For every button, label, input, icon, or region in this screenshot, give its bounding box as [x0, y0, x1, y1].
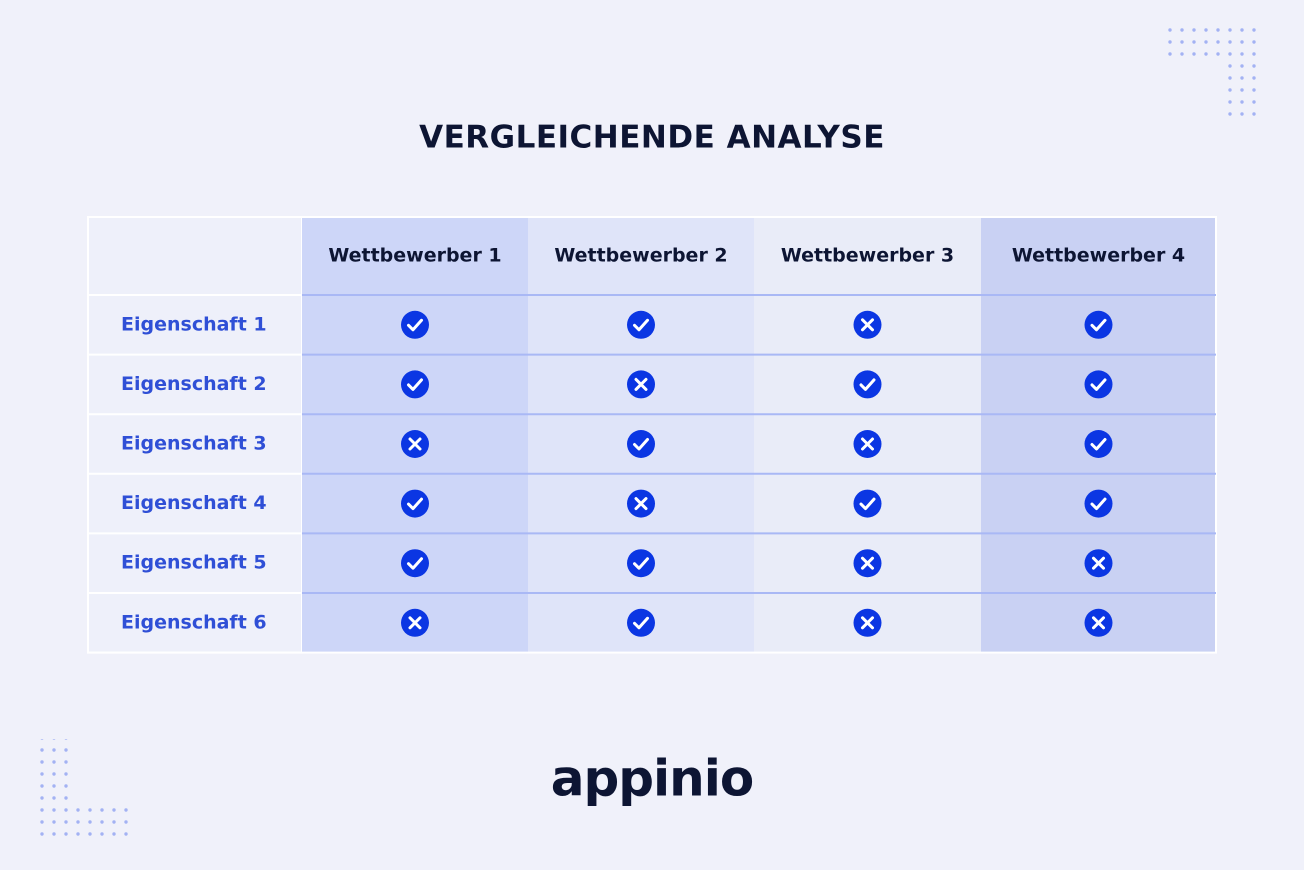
cross-icon: [1084, 608, 1113, 637]
check-icon: [1084, 489, 1113, 518]
icon-circle: [401, 489, 429, 518]
row-label: Eigenschaft 6: [121, 611, 267, 633]
row-label: Eigenschaft 3: [121, 433, 267, 455]
icon-glyph: [407, 318, 423, 332]
check-icon: [853, 489, 882, 518]
icon-glyph: [408, 437, 422, 451]
icon-glyph: [633, 318, 649, 332]
row-label: Eigenschaft 2: [121, 373, 267, 395]
icon-glyph: [861, 616, 874, 630]
column-header: Wettbewerber 1: [328, 245, 501, 267]
icon-circle: [627, 608, 655, 637]
icon-circle: [627, 310, 655, 339]
row-label: Eigenschaft 1: [121, 313, 267, 335]
check-icon: [627, 310, 655, 339]
cross-icon: [627, 370, 655, 399]
icon-glyph: [634, 377, 648, 391]
icon-circle: [853, 370, 882, 399]
check-icon: [1084, 310, 1113, 339]
row-label: Eigenschaft 5: [121, 552, 267, 574]
label-column-bg: [87, 216, 303, 654]
icon-glyph: [407, 497, 423, 511]
comparison-table: Wettbewerber 1 Wettbewerber 2 Wettbewerber…: [87, 216, 1217, 654]
check-icon: [1084, 430, 1113, 458]
icon-glyph: [859, 378, 876, 391]
icon-glyph: [1092, 616, 1105, 630]
icon-glyph: [859, 497, 876, 511]
icon-circle: [401, 370, 429, 399]
cross-icon: [627, 489, 655, 518]
column-header: Wettbewerber 4: [1012, 245, 1185, 267]
icon-glyph: [1090, 497, 1107, 511]
cross-icon: [853, 430, 882, 458]
check-icon: [627, 549, 655, 578]
check-icon: [627, 430, 655, 458]
cross-icon: [853, 608, 882, 637]
icon-glyph: [407, 378, 423, 391]
title: VERGLEICHENDE ANALYSE: [419, 120, 885, 156]
icon-glyph: [407, 557, 423, 570]
column-header: Wettbewerber 3: [781, 245, 954, 267]
icon-glyph: [861, 437, 874, 451]
icon-glyph: [861, 556, 874, 570]
icon-glyph: [1090, 438, 1107, 451]
icon-circle: [1084, 489, 1113, 518]
check-icon: [401, 370, 429, 399]
icon-circle: [1084, 310, 1113, 339]
cross-icon: [401, 608, 429, 637]
cross-icon: [853, 310, 882, 339]
icon-circle: [627, 430, 655, 458]
check-icon: [401, 549, 429, 578]
check-icon: [1084, 370, 1113, 399]
icon-glyph: [408, 616, 422, 630]
icon-circle: [401, 310, 429, 339]
check-icon: [401, 310, 429, 339]
icon-glyph: [633, 557, 649, 570]
icon-circle: [1084, 430, 1113, 458]
cross-icon: [853, 549, 882, 578]
check-icon: [627, 608, 655, 637]
icon-circle: [853, 489, 882, 518]
logo: appinio: [551, 750, 754, 808]
column-header: Wettbewerber 2: [554, 245, 727, 267]
decor-dots: [37, 25, 1264, 837]
icon-glyph: [633, 438, 649, 451]
table-border: [87, 216, 1217, 654]
check-icon: [853, 370, 882, 399]
row-label: Eigenschaft 4: [121, 492, 267, 514]
icon-circle: [401, 549, 429, 578]
icon-glyph: [633, 616, 649, 630]
cross-icon: [1084, 549, 1113, 578]
icon-circle: [1084, 370, 1113, 399]
cross-icon: [401, 430, 429, 458]
icon-glyph: [634, 497, 648, 511]
icon-glyph: [1090, 378, 1107, 391]
icon-glyph: [861, 318, 874, 332]
icon-glyph: [1092, 556, 1105, 570]
check-icon: [401, 489, 429, 518]
icon-circle: [627, 549, 655, 578]
icon-glyph: [1090, 318, 1107, 332]
